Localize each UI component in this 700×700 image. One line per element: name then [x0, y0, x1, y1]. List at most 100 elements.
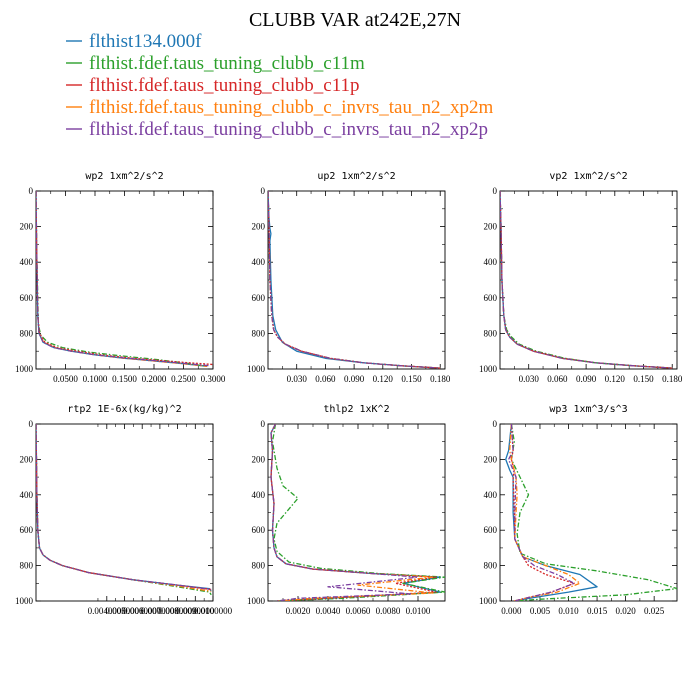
legend-label: flthist.fdef.taus_tuning_clubb_c_invrs_t… [89, 119, 488, 140]
plot-frame [35, 423, 214, 602]
y-tick-label: 800 [20, 328, 34, 338]
series-line [268, 191, 441, 369]
series-group [36, 424, 212, 596]
x-tick-label: 0.0060 [346, 606, 371, 616]
x-tick-label: 0.005 [530, 606, 551, 616]
x-tick-label: 0.0500 [53, 374, 78, 384]
x-tick-label: 0.0050000 [105, 606, 144, 616]
plot-frame [35, 190, 214, 370]
series-line [36, 191, 208, 367]
y-tick-label: 800 [484, 561, 498, 571]
x-tick-label: 0.020 [615, 606, 636, 616]
y-tick-label: 1000 [247, 596, 266, 606]
y-tick-label: 400 [20, 490, 34, 500]
series-group [268, 191, 441, 369]
y-tick-label: 600 [252, 525, 266, 535]
series-line [500, 191, 673, 369]
series-line [510, 424, 677, 601]
panel-title: up2 1xm^2/s^2 [317, 171, 395, 182]
panel: rtp2 1E-6x(kg/kg)^2 0 200 400 600 800 1000 0.00… [15, 404, 233, 616]
y-tick-label: 1000 [15, 596, 34, 606]
series-line [268, 191, 441, 369]
y-tick-label: 1000 [15, 364, 34, 374]
y-tick-label: 0 [261, 186, 266, 196]
y-tick-label: 600 [20, 293, 34, 303]
panel: vp2 1xm^2/s^2 0 200 400 600 800 1000 0.030 0.060… [479, 171, 683, 384]
x-tick-label: 0.0070000 [141, 606, 180, 616]
panel: thlp2 1xK^2 0 200 400 600 800 1000 0.0020 0.0040… [247, 404, 446, 616]
x-tick-label: 0.0060000 [123, 606, 162, 616]
y-tick-label: 800 [484, 328, 498, 338]
x-tick-label: 0.1500 [112, 374, 137, 384]
y-tick-label: 400 [252, 490, 266, 500]
series-line [270, 424, 442, 601]
x-tick-label: 0.030 [287, 374, 308, 384]
legend-entry: flthist.fdef.taus_tuning_clubb_c_invrs_t… [66, 119, 488, 140]
x-tick-label: 0.090 [576, 374, 597, 384]
x-tick-label: 0.0080000 [158, 606, 197, 616]
series-line [36, 191, 208, 367]
x-tick-label: 0.0100 [406, 606, 431, 616]
series-line [500, 191, 673, 369]
y-tick-label: 600 [484, 525, 498, 535]
y-tick-label: 400 [484, 490, 498, 500]
y-tick-label: 0 [29, 419, 34, 429]
series-line [36, 424, 212, 591]
panel: wp3 1xm^3/s^3 0 200 400 600 800 10000.000 0.005… [479, 404, 678, 616]
y-tick-label: 400 [252, 257, 266, 267]
x-tick-label: 0.3000 [201, 374, 226, 384]
y-tick-label: 1000 [479, 596, 498, 606]
panel: up2 1xm^2/s^2 0 200 400 600 800 1000 0.030 0.060… [247, 171, 451, 384]
x-tick-label: 0.0040000 [88, 606, 127, 616]
x-tick-label: 0.120 [373, 374, 394, 384]
series-line [500, 191, 673, 369]
series-line [270, 424, 434, 601]
x-tick-label: 0.1000 [83, 374, 108, 384]
y-tick-label: 200 [484, 222, 498, 232]
panels: wp2 1xm^2/s^2 0 200 400 600 800 1000 0.0500 0.10… [15, 171, 683, 616]
x-tick-label: 0.015 [587, 606, 608, 616]
figure-title: CLUBB VAR at242E,27N [249, 9, 461, 31]
plot-frame [267, 190, 446, 370]
y-tick-label: 600 [20, 525, 34, 535]
series-line [510, 424, 575, 601]
x-tick-label: 0.0100000 [194, 606, 233, 616]
panel: wp2 1xm^2/s^2 0 200 400 600 800 1000 0.0500 0.10… [15, 171, 226, 384]
series-group [500, 191, 673, 369]
y-tick-label: 0 [29, 186, 34, 196]
series-line [509, 424, 581, 601]
series-line [270, 424, 437, 601]
series-group [505, 424, 677, 601]
series-line [500, 191, 673, 369]
legend: flthist134.000fflthist.fdef.taus_tuning_… [66, 31, 493, 140]
y-tick-label: 1000 [479, 364, 498, 374]
panel-title: rtp2 1E-6x(kg/kg)^2 [67, 404, 181, 415]
series-line [268, 191, 441, 369]
x-tick-label: 0.060 [547, 374, 568, 384]
legend-label: flthist.fdef.taus_tuning_clubb_c_invrs_t… [89, 97, 493, 118]
y-tick-label: 800 [252, 561, 266, 571]
x-tick-label: 0.2000 [142, 374, 167, 384]
legend-label: flthist134.000f [89, 31, 202, 52]
y-tick-label: 0 [493, 419, 498, 429]
x-tick-label: 0.0040 [316, 606, 341, 616]
x-tick-label: 0.150 [633, 374, 654, 384]
panel-title: thlp2 1xK^2 [323, 404, 389, 415]
series-line [271, 424, 445, 601]
legend-entry: flthist.fdef.taus_tuning_clubb_c_invrs_t… [66, 97, 493, 118]
legend-entry: flthist.fdef.taus_tuning_clubb_c11m [66, 53, 365, 74]
y-tick-label: 400 [20, 257, 34, 267]
legend-label: flthist.fdef.taus_tuning_clubb_c11m [89, 53, 365, 74]
series-line [36, 424, 212, 591]
y-tick-label: 600 [252, 293, 266, 303]
series-line [36, 191, 208, 367]
y-tick-label: 200 [252, 222, 266, 232]
x-tick-label: 0.0020 [286, 606, 311, 616]
y-tick-label: 800 [252, 328, 266, 338]
series-line [36, 191, 211, 367]
x-tick-label: 0.025 [644, 606, 665, 616]
x-tick-label: 0.180 [430, 374, 451, 384]
series-line [507, 424, 575, 601]
y-tick-label: 200 [20, 222, 34, 232]
series-line [36, 424, 212, 596]
